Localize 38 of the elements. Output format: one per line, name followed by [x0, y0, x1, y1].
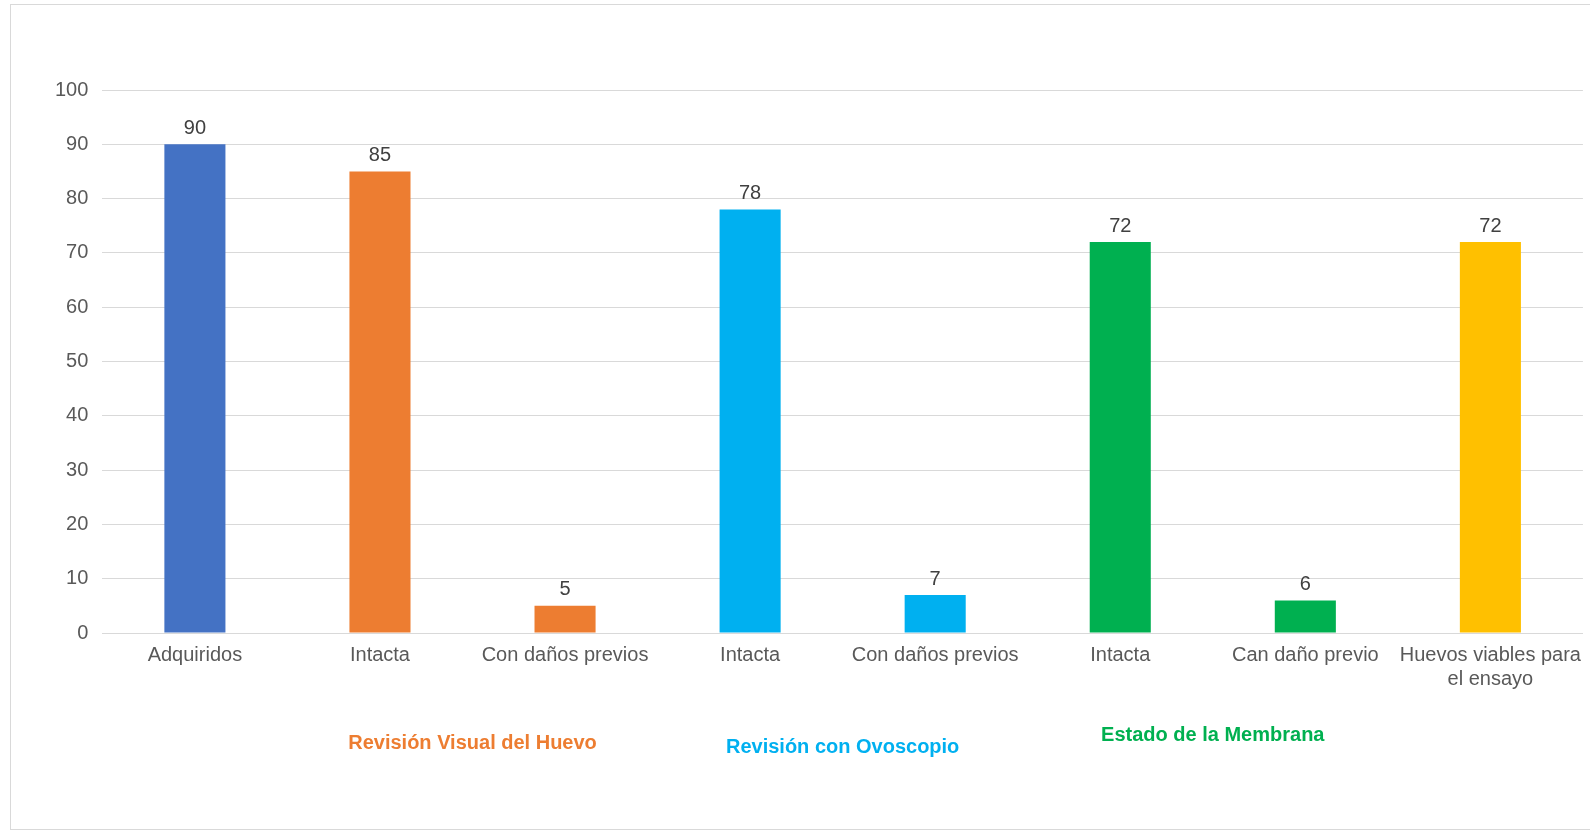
bar — [1459, 242, 1521, 633]
bar — [719, 209, 781, 633]
x-tick-label: Con daños previos — [851, 642, 1019, 665]
x-tick-label: Con daños previos — [481, 642, 649, 665]
bar — [904, 594, 966, 633]
x-tick-label: Adquiridos — [147, 642, 243, 665]
bar — [1089, 242, 1151, 633]
bar — [534, 605, 596, 633]
y-tick-label: 70 — [66, 240, 89, 263]
x-tick-label: Huevos viables para el ensayo — [1399, 642, 1582, 689]
bar — [1274, 600, 1336, 633]
text: Revisión Visual del Huevo — [348, 730, 597, 753]
y-tick-label: 60 — [66, 294, 89, 317]
data-label: 90 — [183, 115, 207, 138]
bar — [164, 144, 226, 633]
y-tick-label: 40 — [66, 403, 89, 426]
y-tick-label: 100 — [54, 77, 89, 100]
data-label: 72 — [1109, 213, 1132, 236]
y-tick-label: 50 — [66, 349, 89, 372]
data-label: 5 — [559, 577, 571, 600]
text: Estado de la Membrana — [1101, 722, 1326, 745]
data-label: 7 — [929, 566, 941, 589]
y-tick-label: 20 — [66, 511, 89, 534]
x-tick-label: Intacta — [720, 642, 782, 665]
data-label: 85 — [368, 142, 392, 165]
x-tick-label: Can daño previo — [1231, 642, 1379, 665]
y-tick-label: 90 — [66, 131, 89, 154]
text: Revisión con Ovoscopio — [725, 734, 960, 757]
data-label: 72 — [1479, 213, 1502, 236]
x-tick-label: Intacta — [349, 642, 411, 665]
data-label: 78 — [738, 180, 762, 203]
y-tick-label: 30 — [66, 457, 89, 480]
y-tick-label: 0 — [77, 620, 89, 643]
data-label: 6 — [1299, 571, 1311, 594]
y-tick-label: 80 — [66, 186, 89, 209]
y-tick-label: 10 — [66, 566, 89, 589]
bar — [349, 171, 411, 633]
x-tick-label: Intacta — [1090, 642, 1152, 665]
